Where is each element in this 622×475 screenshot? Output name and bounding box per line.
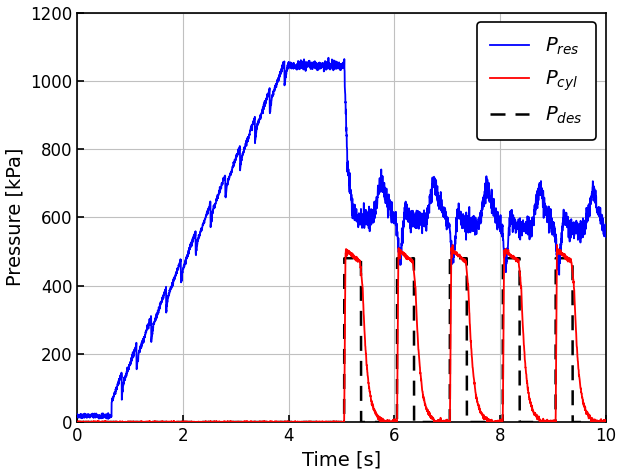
- $P_{cyl}$: [74, 419, 81, 425]
- Line: $P_{cyl}$: $P_{cyl}$: [77, 245, 606, 422]
- Legend: $P_{res}$, $P_{cyl}$, $P_{des}$: $P_{res}$, $P_{cyl}$, $P_{des}$: [477, 22, 596, 140]
- $P_{res}$: [104, 416, 112, 421]
- $P_{res}$: [406, 205, 413, 211]
- $P_{des}$: [341, 256, 348, 261]
- $P_{res}$: [73, 411, 81, 417]
- $P_{des}$: [452, 256, 460, 261]
- $P_{des}$: [73, 419, 81, 425]
- $P_{res}$: [382, 192, 389, 198]
- $P_{cyl}$: [405, 255, 412, 261]
- Y-axis label: Pressure [kPa]: Pressure [kPa]: [6, 148, 24, 286]
- $P_{res}$: [602, 235, 610, 240]
- Line: $P_{res}$: $P_{res}$: [77, 58, 606, 418]
- $P_{cyl}$: [602, 418, 610, 424]
- $P_{res}$: [325, 55, 332, 61]
- $P_{cyl}$: [73, 419, 81, 425]
- $P_{cyl}$: [89, 419, 96, 425]
- $P_{des}$: [602, 419, 610, 425]
- $P_{res}$: [89, 413, 96, 419]
- $P_{cyl}$: [382, 419, 389, 425]
- X-axis label: Time [s]: Time [s]: [302, 450, 381, 469]
- $P_{cyl}$: [424, 408, 431, 413]
- $P_{res}$: [452, 223, 460, 229]
- $P_{des}$: [365, 419, 373, 425]
- $P_{res}$: [365, 218, 373, 224]
- $P_{res}$: [424, 208, 431, 213]
- $P_{cyl}$: [452, 250, 460, 256]
- $P_{cyl}$: [553, 242, 560, 248]
- $P_{des}$: [382, 419, 389, 425]
- $P_{cyl}$: [365, 381, 373, 387]
- $P_{des}$: [424, 419, 431, 425]
- $P_{des}$: [405, 256, 412, 261]
- $P_{des}$: [89, 419, 96, 425]
- Line: $P_{des}$: $P_{des}$: [77, 258, 606, 422]
